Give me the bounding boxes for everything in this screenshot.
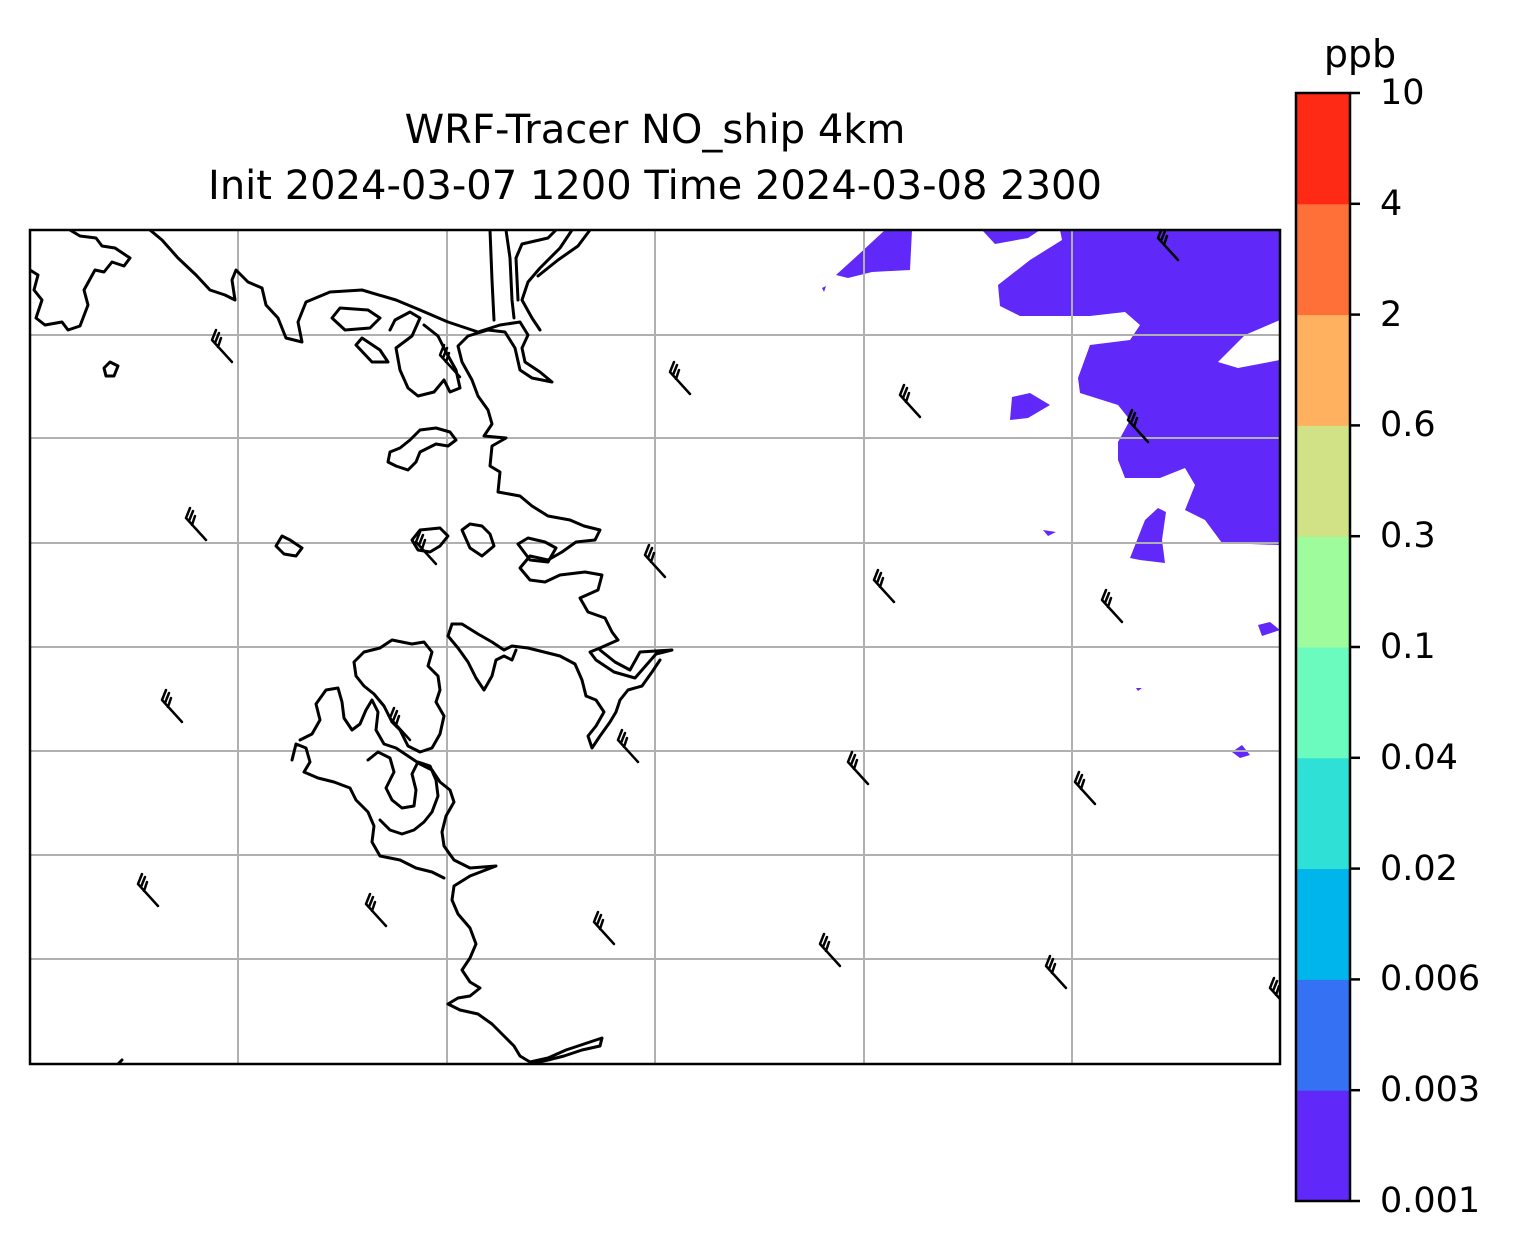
map-frame <box>28 228 1282 1066</box>
coastline-northwest <box>30 230 132 332</box>
map-title-line-2: Init 2024-03-07 1200 Time 2024-03-08 230… <box>208 163 1102 209</box>
wind-barb <box>1126 408 1150 444</box>
coastline-south-4 <box>298 686 604 1064</box>
tracer-patch-7 <box>1136 688 1142 691</box>
wind-barb <box>592 910 616 946</box>
wind-barb <box>364 892 388 928</box>
map-title-line-1: WRF-Tracer NO_ship 4km <box>404 107 906 153</box>
colorbar-segment <box>1296 536 1350 648</box>
coastlines <box>30 230 674 1064</box>
colorbar <box>1296 93 1350 1202</box>
wind-barb <box>846 750 870 786</box>
coastline-island-1 <box>102 360 120 378</box>
coastline-lobe-3 <box>460 522 496 558</box>
colorbar-unit-label: ppb <box>1323 32 1397 76</box>
colorbar-tick-label: 0.1 <box>1380 627 1436 667</box>
colorbar-tick-label: 0.3 <box>1380 516 1436 557</box>
wind-barb <box>1073 770 1097 806</box>
coastline-channel <box>488 230 592 332</box>
coastline-lobe-2 <box>410 526 450 554</box>
tracer-patch-2 <box>1130 508 1166 563</box>
colorbar-tick-label: 2 <box>1380 294 1403 335</box>
tracer-patch-5 <box>1043 530 1056 536</box>
coastline-bay <box>330 306 382 332</box>
wind-barb <box>1156 230 1180 262</box>
colorbar-segment <box>1296 868 1350 980</box>
colorbar-tick-label: 4 <box>1380 183 1403 224</box>
colorbar-segment <box>1296 979 1350 1091</box>
colorbar-tick-label: 0.6 <box>1380 405 1436 446</box>
wind-barb <box>414 530 438 566</box>
tracer-field <box>822 230 1280 758</box>
tracer-plume-north2 <box>982 230 1040 244</box>
tracer-plume-main <box>998 230 1280 545</box>
wind-barb <box>668 360 692 396</box>
colorbar-tick-label: 0.02 <box>1380 848 1458 889</box>
wind-barb <box>898 383 922 419</box>
colorbar-segment <box>1296 647 1350 759</box>
tracer-patch-6 <box>822 286 826 292</box>
wind-barb <box>136 872 160 908</box>
colorbar-tick-label: 10 <box>1380 73 1425 113</box>
coastline-island-2 <box>274 534 304 558</box>
wind-barb <box>160 688 184 724</box>
colorbar-segment <box>1296 757 1350 870</box>
tracer-patch-1 <box>1010 393 1050 420</box>
coastline-south-1 <box>450 622 662 750</box>
wind-barb <box>1100 588 1124 624</box>
coastline-inner-north <box>388 310 462 398</box>
wind-barb <box>1044 954 1068 990</box>
wind-barb <box>388 706 412 742</box>
coastline-south-6 <box>366 750 440 836</box>
coastline-south-2 <box>446 622 518 692</box>
colorbar-tick-label: 0.04 <box>1380 737 1458 778</box>
colorbar-segment <box>1296 203 1350 316</box>
coastline-channel-2 <box>514 230 558 302</box>
coastline-north <box>148 230 674 680</box>
coastline-south-5 <box>290 742 446 880</box>
coastline-lobe-1 <box>386 426 458 472</box>
colorbar-segment <box>1296 425 1350 537</box>
wind-barb <box>818 932 842 968</box>
colorbar-tick-label: 0.001 <box>1380 1181 1481 1221</box>
wind-barb <box>616 728 640 764</box>
coastline-bay-2 <box>354 336 390 364</box>
coastline-south-3 <box>352 638 446 754</box>
tracer-plume-north <box>836 230 912 278</box>
colorbar-segment <box>1296 314 1350 426</box>
wind-barb <box>643 543 667 579</box>
gridlines <box>30 230 1280 1064</box>
wind-barb <box>438 343 462 379</box>
tracer-patch-3 <box>1258 622 1280 636</box>
wind-barbs <box>136 230 1280 1001</box>
colorbar-tick-label: 0.006 <box>1380 959 1481 1000</box>
wind-barb <box>1268 976 1280 1001</box>
colorbar-ticks <box>1350 91 1360 1203</box>
wind-barb <box>210 328 234 364</box>
colorbar-tick-label: 0.003 <box>1380 1070 1481 1111</box>
coastline-lobe-4 <box>516 536 558 564</box>
colorbar-segment <box>1296 93 1350 205</box>
colorbar-segment <box>1296 1090 1350 1202</box>
wind-barb <box>872 568 896 604</box>
wind-barb <box>184 506 208 542</box>
